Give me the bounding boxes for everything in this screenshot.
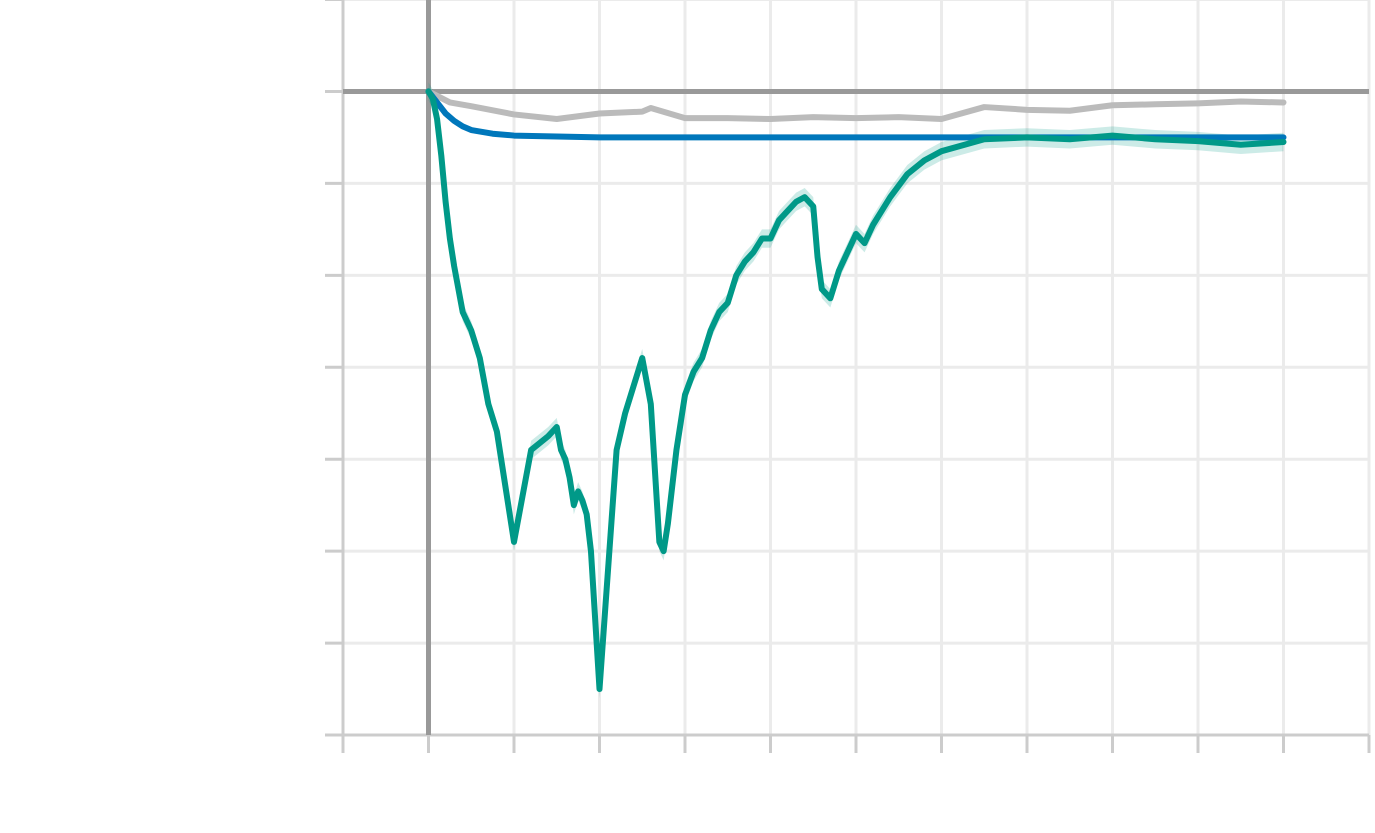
series-lines — [425, 88, 1287, 693]
series-1-line — [425, 88, 1287, 123]
series-3-line — [425, 88, 1287, 693]
axes — [325, 0, 1371, 753]
